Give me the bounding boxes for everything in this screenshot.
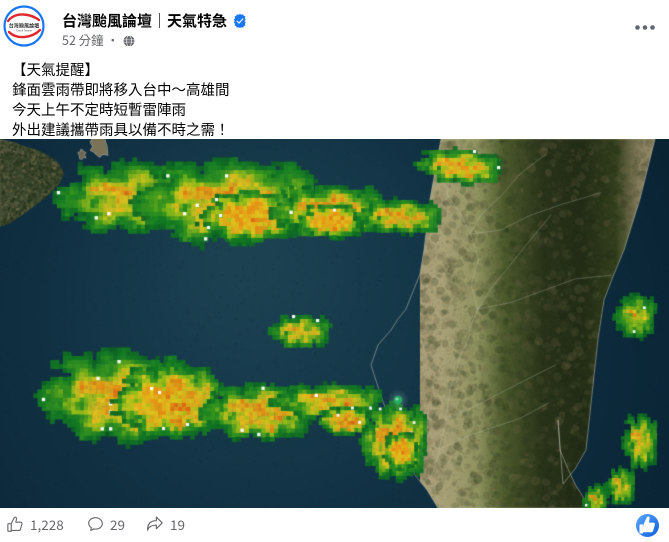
svg-text:Check Taiwan: Check Taiwan [16,28,32,32]
